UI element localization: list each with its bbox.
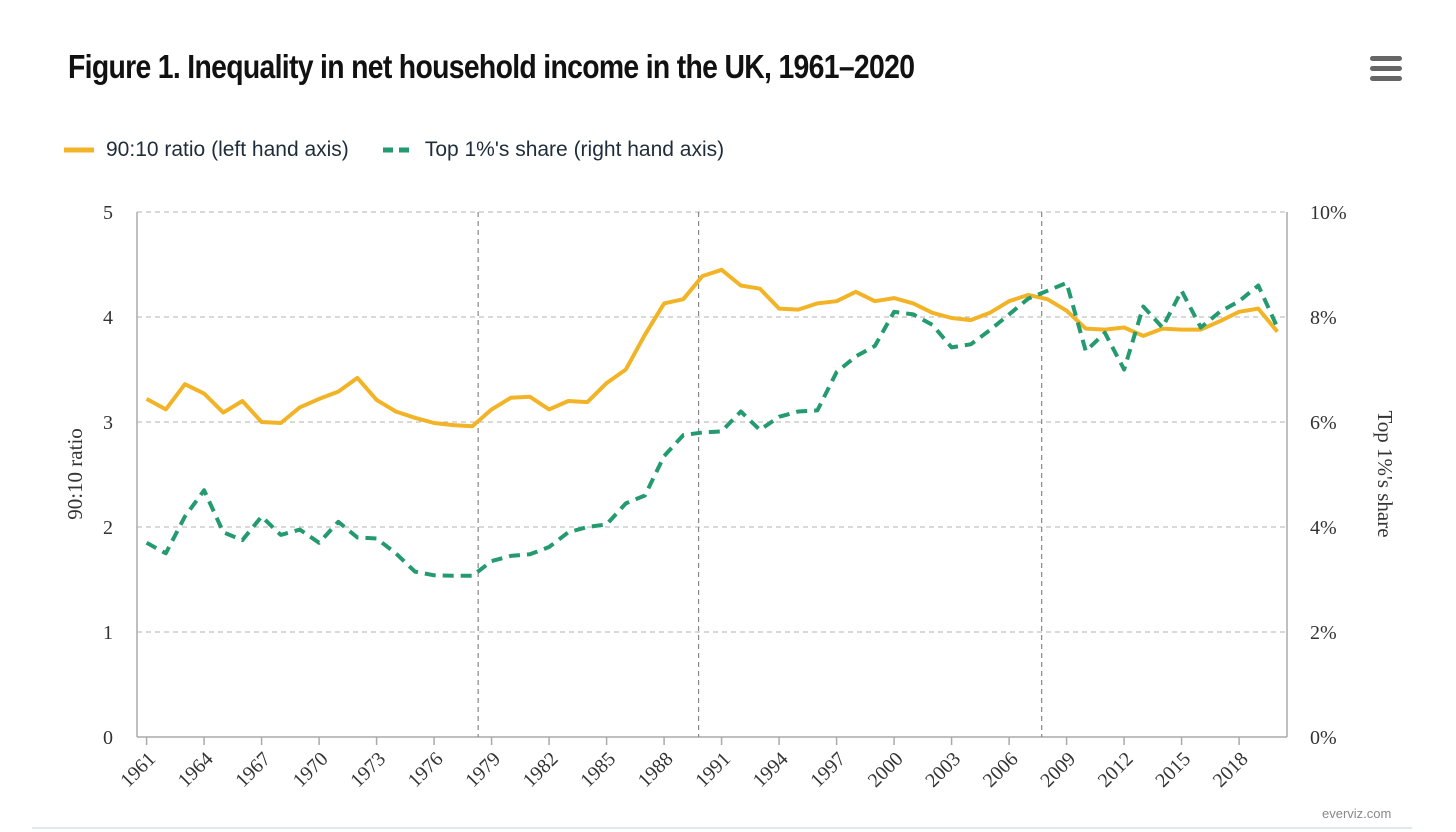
left-axis-title: 90:10 ratio [63, 428, 87, 520]
legend-label-ratio: 90:10 ratio (left hand axis) [106, 138, 349, 161]
x-tick-2009: 2009 [1036, 748, 1080, 792]
x-tick-1985: 1985 [576, 748, 620, 792]
x-tick-1976: 1976 [404, 748, 448, 792]
right-axis-title: Top 1%'s share [1373, 410, 1397, 537]
x-tick-1973: 1973 [346, 748, 390, 792]
footer-divider [32, 827, 1412, 829]
legend: 90:10 ratio (left hand axis) Top 1%'s sh… [64, 138, 724, 162]
legend-swatch-share [382, 147, 413, 153]
legend-item-share[interactable]: Top 1%'s share (right hand axis) [382, 138, 725, 162]
x-tick-2012: 2012 [1094, 748, 1138, 792]
x-tick-1991: 1991 [691, 748, 735, 792]
x-tick-1988: 1988 [634, 748, 678, 792]
x-tick-1994: 1994 [749, 748, 793, 792]
series-line-ratio [145, 267, 1279, 429]
left-tick-0: 0 [103, 727, 113, 749]
right-tick-4: 8% [1310, 307, 1337, 329]
legend-item-ratio[interactable]: 90:10 ratio (left hand axis) [64, 138, 349, 162]
x-tick-2000: 2000 [864, 748, 908, 792]
left-tick-3: 3 [103, 412, 113, 434]
right-tick-3: 6% [1310, 412, 1337, 434]
legend-swatch-ratio [64, 147, 94, 153]
x-tick-2018: 2018 [1209, 748, 1253, 792]
left-tick-5: 5 [103, 202, 113, 224]
x-tick-1970: 1970 [289, 748, 333, 792]
left-tick-4: 4 [103, 307, 113, 329]
right-tick-2: 4% [1310, 517, 1337, 539]
left-tick-2: 2 [103, 517, 113, 539]
left-tick-1: 1 [103, 622, 113, 644]
right-tick-1: 2% [1310, 622, 1337, 644]
right-tick-5: 10% [1310, 202, 1347, 224]
right-tick-0: 0% [1310, 727, 1337, 749]
x-tick-1982: 1982 [519, 748, 563, 792]
x-tick-1979: 1979 [461, 748, 505, 792]
hamburger-menu-icon[interactable] [1370, 56, 1402, 84]
x-tick-2006: 2006 [979, 748, 1023, 792]
credit-link[interactable]: everviz.com [1322, 806, 1392, 821]
series-line-top-share [145, 280, 1280, 578]
x-tick-2003: 2003 [921, 748, 965, 792]
x-tick-1961: 1961 [116, 748, 160, 792]
x-tick-1964: 1964 [174, 748, 218, 792]
x-tick-2015: 2015 [1151, 748, 1195, 792]
legend-label-share: Top 1%'s share (right hand axis) [424, 138, 725, 161]
chart-title: Figure 1. Inequality in net household in… [68, 48, 915, 85]
x-tick-1967: 1967 [231, 748, 275, 792]
x-tick-1997: 1997 [806, 748, 850, 792]
